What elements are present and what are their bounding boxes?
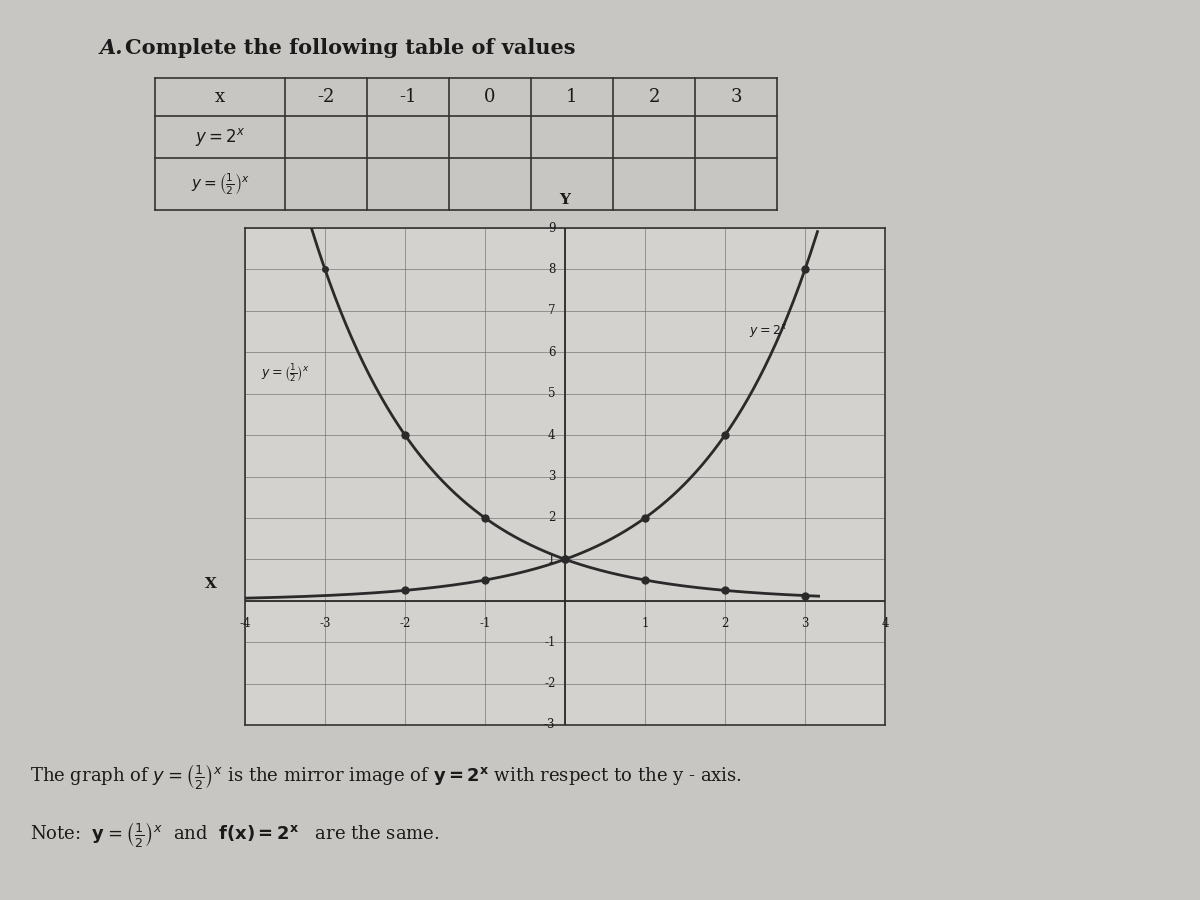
Text: -3: -3	[319, 617, 331, 630]
Text: -2: -2	[317, 88, 335, 106]
Text: 4: 4	[881, 617, 889, 630]
Text: $y = 2^{x}$: $y = 2^{x}$	[194, 126, 245, 148]
Text: x: x	[215, 88, 226, 106]
Text: Y: Y	[559, 194, 570, 207]
Text: Note:  $\mathbf{y} = \left(\frac{1}{2}\right)^{x}$  and  $\mathbf{f(x) = 2^{x}}$: Note: $\mathbf{y} = \left(\frac{1}{2}\ri…	[30, 820, 439, 849]
Text: Complete the following table of values: Complete the following table of values	[125, 38, 576, 58]
Text: 1: 1	[548, 553, 556, 566]
Text: 3: 3	[731, 88, 742, 106]
Text: -1: -1	[544, 635, 556, 649]
Text: 7: 7	[548, 304, 556, 318]
Text: 8: 8	[548, 263, 556, 276]
Text: 1: 1	[566, 88, 577, 106]
Text: A.: A.	[100, 38, 131, 58]
Text: X: X	[205, 577, 217, 591]
Text: -1: -1	[400, 88, 416, 106]
Text: -2: -2	[400, 617, 410, 630]
Text: 2: 2	[648, 88, 660, 106]
Text: 6: 6	[548, 346, 556, 359]
Text: $y = 2^{x}$: $y = 2^{x}$	[749, 323, 787, 340]
Text: $y = \left(\frac{1}{2}\right)^{x}$: $y = \left(\frac{1}{2}\right)^{x}$	[191, 171, 250, 197]
Text: 5: 5	[548, 387, 556, 400]
Text: 2: 2	[548, 511, 556, 525]
Text: -4: -4	[239, 617, 251, 630]
Text: -2: -2	[544, 677, 556, 690]
Text: 0: 0	[485, 88, 496, 106]
Text: 3: 3	[548, 470, 556, 483]
Text: 1: 1	[641, 617, 649, 630]
Text: $y = \left(\frac{1}{2}\right)^{x}$: $y = \left(\frac{1}{2}\right)^{x}$	[262, 362, 310, 384]
Text: The graph of $y = \left(\frac{1}{2}\right)^{x}$ is the mirror image of $\mathbf{: The graph of $y = \left(\frac{1}{2}\righ…	[30, 762, 742, 791]
Text: -1: -1	[479, 617, 491, 630]
Text: 4: 4	[548, 428, 556, 442]
Text: 9: 9	[548, 221, 556, 235]
Text: -3: -3	[544, 718, 556, 732]
Text: 3: 3	[802, 617, 809, 630]
Text: 2: 2	[721, 617, 728, 630]
